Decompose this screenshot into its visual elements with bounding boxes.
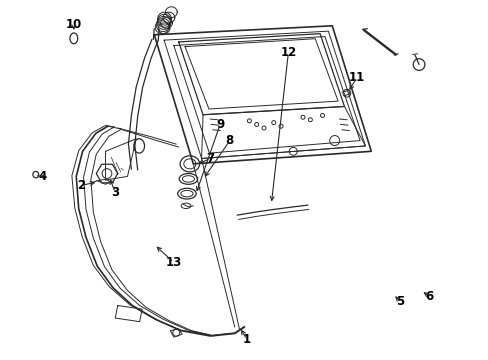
Text: 6: 6 (425, 290, 433, 303)
Text: 4: 4 (38, 170, 46, 183)
Text: 13: 13 (165, 256, 182, 269)
Text: 12: 12 (280, 46, 296, 59)
Text: 10: 10 (65, 18, 82, 31)
Text: 11: 11 (348, 71, 364, 84)
Text: 9: 9 (216, 118, 224, 131)
Text: 8: 8 (225, 134, 234, 147)
Text: 7: 7 (206, 152, 214, 165)
Text: 5: 5 (396, 296, 404, 309)
Text: 2: 2 (77, 179, 85, 192)
Text: 3: 3 (111, 186, 119, 199)
Text: 1: 1 (243, 333, 250, 346)
